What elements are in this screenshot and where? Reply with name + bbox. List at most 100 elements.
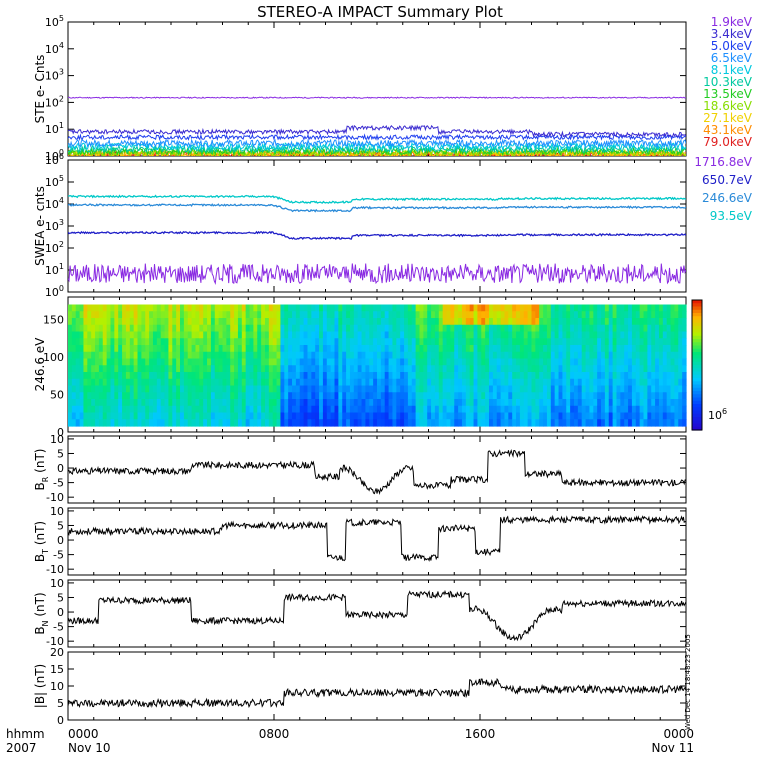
heatmap-cell xyxy=(199,399,204,407)
heatmap-cell xyxy=(469,324,475,333)
heatmap-cell xyxy=(454,412,459,420)
heatmap-cell xyxy=(585,345,591,353)
heatmap-cell xyxy=(500,365,506,373)
heatmap-cell xyxy=(407,365,413,373)
heatmap-cell xyxy=(616,351,621,360)
heatmap-cell xyxy=(562,358,567,366)
colorbar-segment xyxy=(692,303,702,308)
y-tick-label: 20 xyxy=(50,646,64,659)
heatmap-cell xyxy=(87,304,92,312)
heatmap-cell xyxy=(207,358,212,366)
heatmap-cell xyxy=(504,318,509,326)
heatmap-cell xyxy=(593,345,598,353)
heatmap-cell xyxy=(577,318,583,326)
heatmap-cell xyxy=(458,304,463,312)
heatmap-cell xyxy=(241,372,247,380)
heatmap-cell xyxy=(651,351,656,360)
heatmap-cell xyxy=(230,405,235,414)
heatmap-cell xyxy=(566,378,571,387)
heatmap-cell xyxy=(114,338,119,346)
heatmap-cell xyxy=(562,345,567,353)
heatmap-cell xyxy=(392,385,397,393)
heatmap-cell xyxy=(492,399,498,407)
heatmap-cell xyxy=(628,405,633,414)
heatmap-cell xyxy=(118,351,123,360)
heatmap-cell xyxy=(404,378,409,387)
heatmap-cell xyxy=(110,412,115,420)
heatmap-cell xyxy=(87,405,92,414)
heatmap-cell xyxy=(210,419,216,427)
heatmap-cell xyxy=(230,345,235,353)
heatmap-cell xyxy=(454,311,459,319)
heatmap-cell xyxy=(241,399,247,407)
heatmap-cell xyxy=(388,345,394,353)
heatmap-cell xyxy=(330,392,336,400)
heatmap-cell xyxy=(631,399,637,407)
heatmap-cell xyxy=(299,318,305,326)
heatmap-cell xyxy=(384,405,390,414)
heatmap-cell xyxy=(512,378,517,387)
heatmap-cell xyxy=(122,419,127,427)
heatmap-cell xyxy=(330,405,336,414)
heatmap-cell xyxy=(662,304,668,312)
heatmap-cell xyxy=(249,399,254,407)
heatmap-cell xyxy=(415,385,421,393)
heatmap-cell xyxy=(655,365,660,373)
heatmap-cell xyxy=(237,311,243,319)
heatmap-cell xyxy=(616,399,621,407)
heatmap-cell xyxy=(407,419,413,427)
heatmap-cell xyxy=(682,345,687,353)
heatmap-cell xyxy=(396,338,401,346)
heatmap-cell xyxy=(465,405,471,414)
heatmap-cell xyxy=(203,338,208,346)
heatmap-cell xyxy=(307,318,312,326)
heatmap-cell xyxy=(616,405,621,414)
heatmap-cell xyxy=(237,351,243,360)
heatmap-cell xyxy=(674,311,679,319)
heatmap-cell xyxy=(322,311,328,319)
heatmap-cell xyxy=(249,372,254,380)
heatmap-cell xyxy=(195,338,200,346)
heatmap-cell xyxy=(303,311,309,319)
heatmap-cell xyxy=(450,338,455,346)
colorbar-segment xyxy=(692,358,702,363)
heatmap-cell xyxy=(624,405,629,414)
heatmap-cell xyxy=(122,365,127,373)
heatmap-cell xyxy=(539,318,544,326)
heatmap-cell xyxy=(87,419,92,427)
heatmap-cell xyxy=(404,351,409,360)
heatmap-cell xyxy=(465,399,471,407)
heatmap-cell xyxy=(655,324,660,333)
colorbar-segment xyxy=(692,378,702,382)
heatmap-cell xyxy=(249,405,254,414)
heatmap-cell xyxy=(214,392,220,400)
heatmap-cell xyxy=(125,351,131,360)
heatmap-cell xyxy=(79,405,85,414)
heatmap-cell xyxy=(539,324,544,333)
heatmap-cell xyxy=(276,365,282,373)
y-tick-label: 5 xyxy=(57,447,64,460)
heatmap-cell xyxy=(288,412,293,420)
heatmap-cell xyxy=(87,351,92,360)
heatmap-cell xyxy=(539,304,544,312)
heatmap-cell xyxy=(496,351,502,360)
heatmap-cell xyxy=(604,318,610,326)
heatmap-cell xyxy=(110,331,115,339)
heatmap-cell xyxy=(481,399,486,407)
heatmap-cell xyxy=(620,358,625,366)
heatmap-cell xyxy=(396,399,401,407)
heatmap-cell xyxy=(585,358,591,366)
heatmap-cell xyxy=(400,399,405,407)
heatmap-cell xyxy=(207,351,212,360)
heatmap-cell xyxy=(137,372,142,380)
heatmap-cell xyxy=(322,304,328,312)
heatmap-cell xyxy=(655,392,660,400)
heatmap-cell xyxy=(508,378,513,387)
colorbar-segment xyxy=(692,368,702,373)
heatmap-cell xyxy=(655,351,660,360)
heatmap-cell xyxy=(141,318,146,326)
y-tick-label: 0 xyxy=(57,606,64,619)
heatmap-cell xyxy=(342,318,347,326)
heatmap-cell xyxy=(349,365,355,373)
